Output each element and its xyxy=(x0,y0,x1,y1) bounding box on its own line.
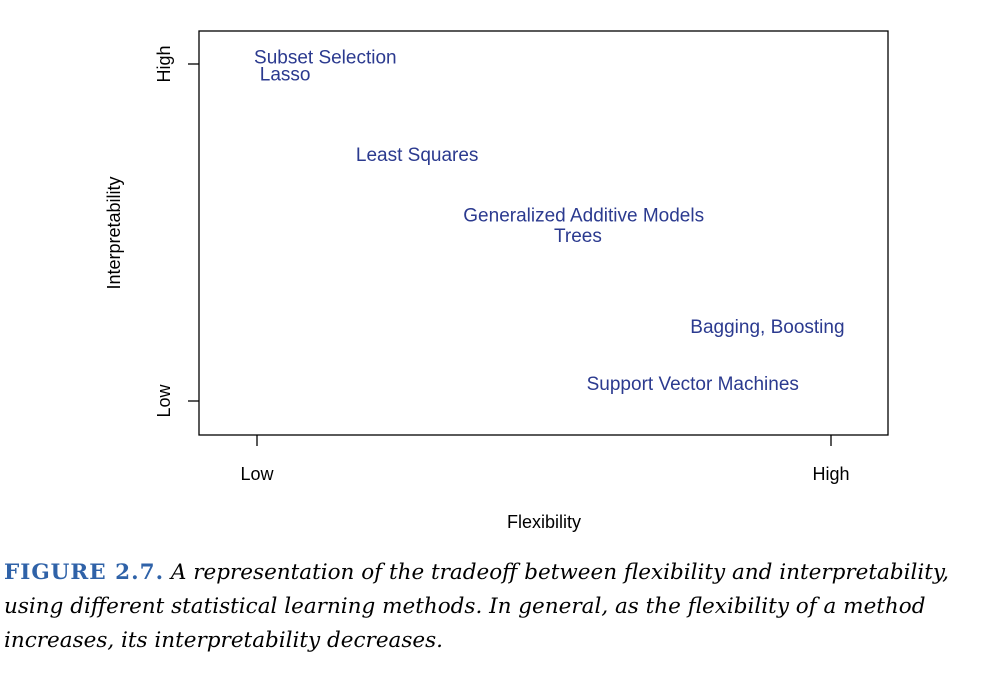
point-label: Support Vector Machines xyxy=(587,374,799,395)
point-label: Generalized Additive Models xyxy=(463,206,704,227)
point-label: Least Squares xyxy=(356,145,479,166)
x-axis-label: Flexibility xyxy=(507,512,581,532)
point-label: Lasso xyxy=(260,64,311,85)
point-label: Subset Selection xyxy=(254,47,397,68)
x-tick-label-low: Low xyxy=(240,464,274,484)
y-tick-label-high: High xyxy=(154,45,174,82)
point-label: Trees xyxy=(554,226,602,247)
figure-caption: FIGURE 2.7. A representation of the trad… xyxy=(4,556,994,658)
chart: Low High High Low Flexibility Interpreta… xyxy=(104,30,889,532)
y-tick-label-low: Low xyxy=(154,383,174,417)
caption-text: A representation of the tradeoff between… xyxy=(4,560,949,653)
chart-svg: Low High High Low Flexibility Interpreta… xyxy=(104,30,889,532)
y-axis-label: Interpretability xyxy=(104,176,124,289)
x-tick-label-high: High xyxy=(812,464,849,484)
plot-frame xyxy=(198,30,889,436)
caption-number: FIGURE 2.7. xyxy=(4,560,165,585)
point-label: Bagging, Boosting xyxy=(690,317,844,338)
